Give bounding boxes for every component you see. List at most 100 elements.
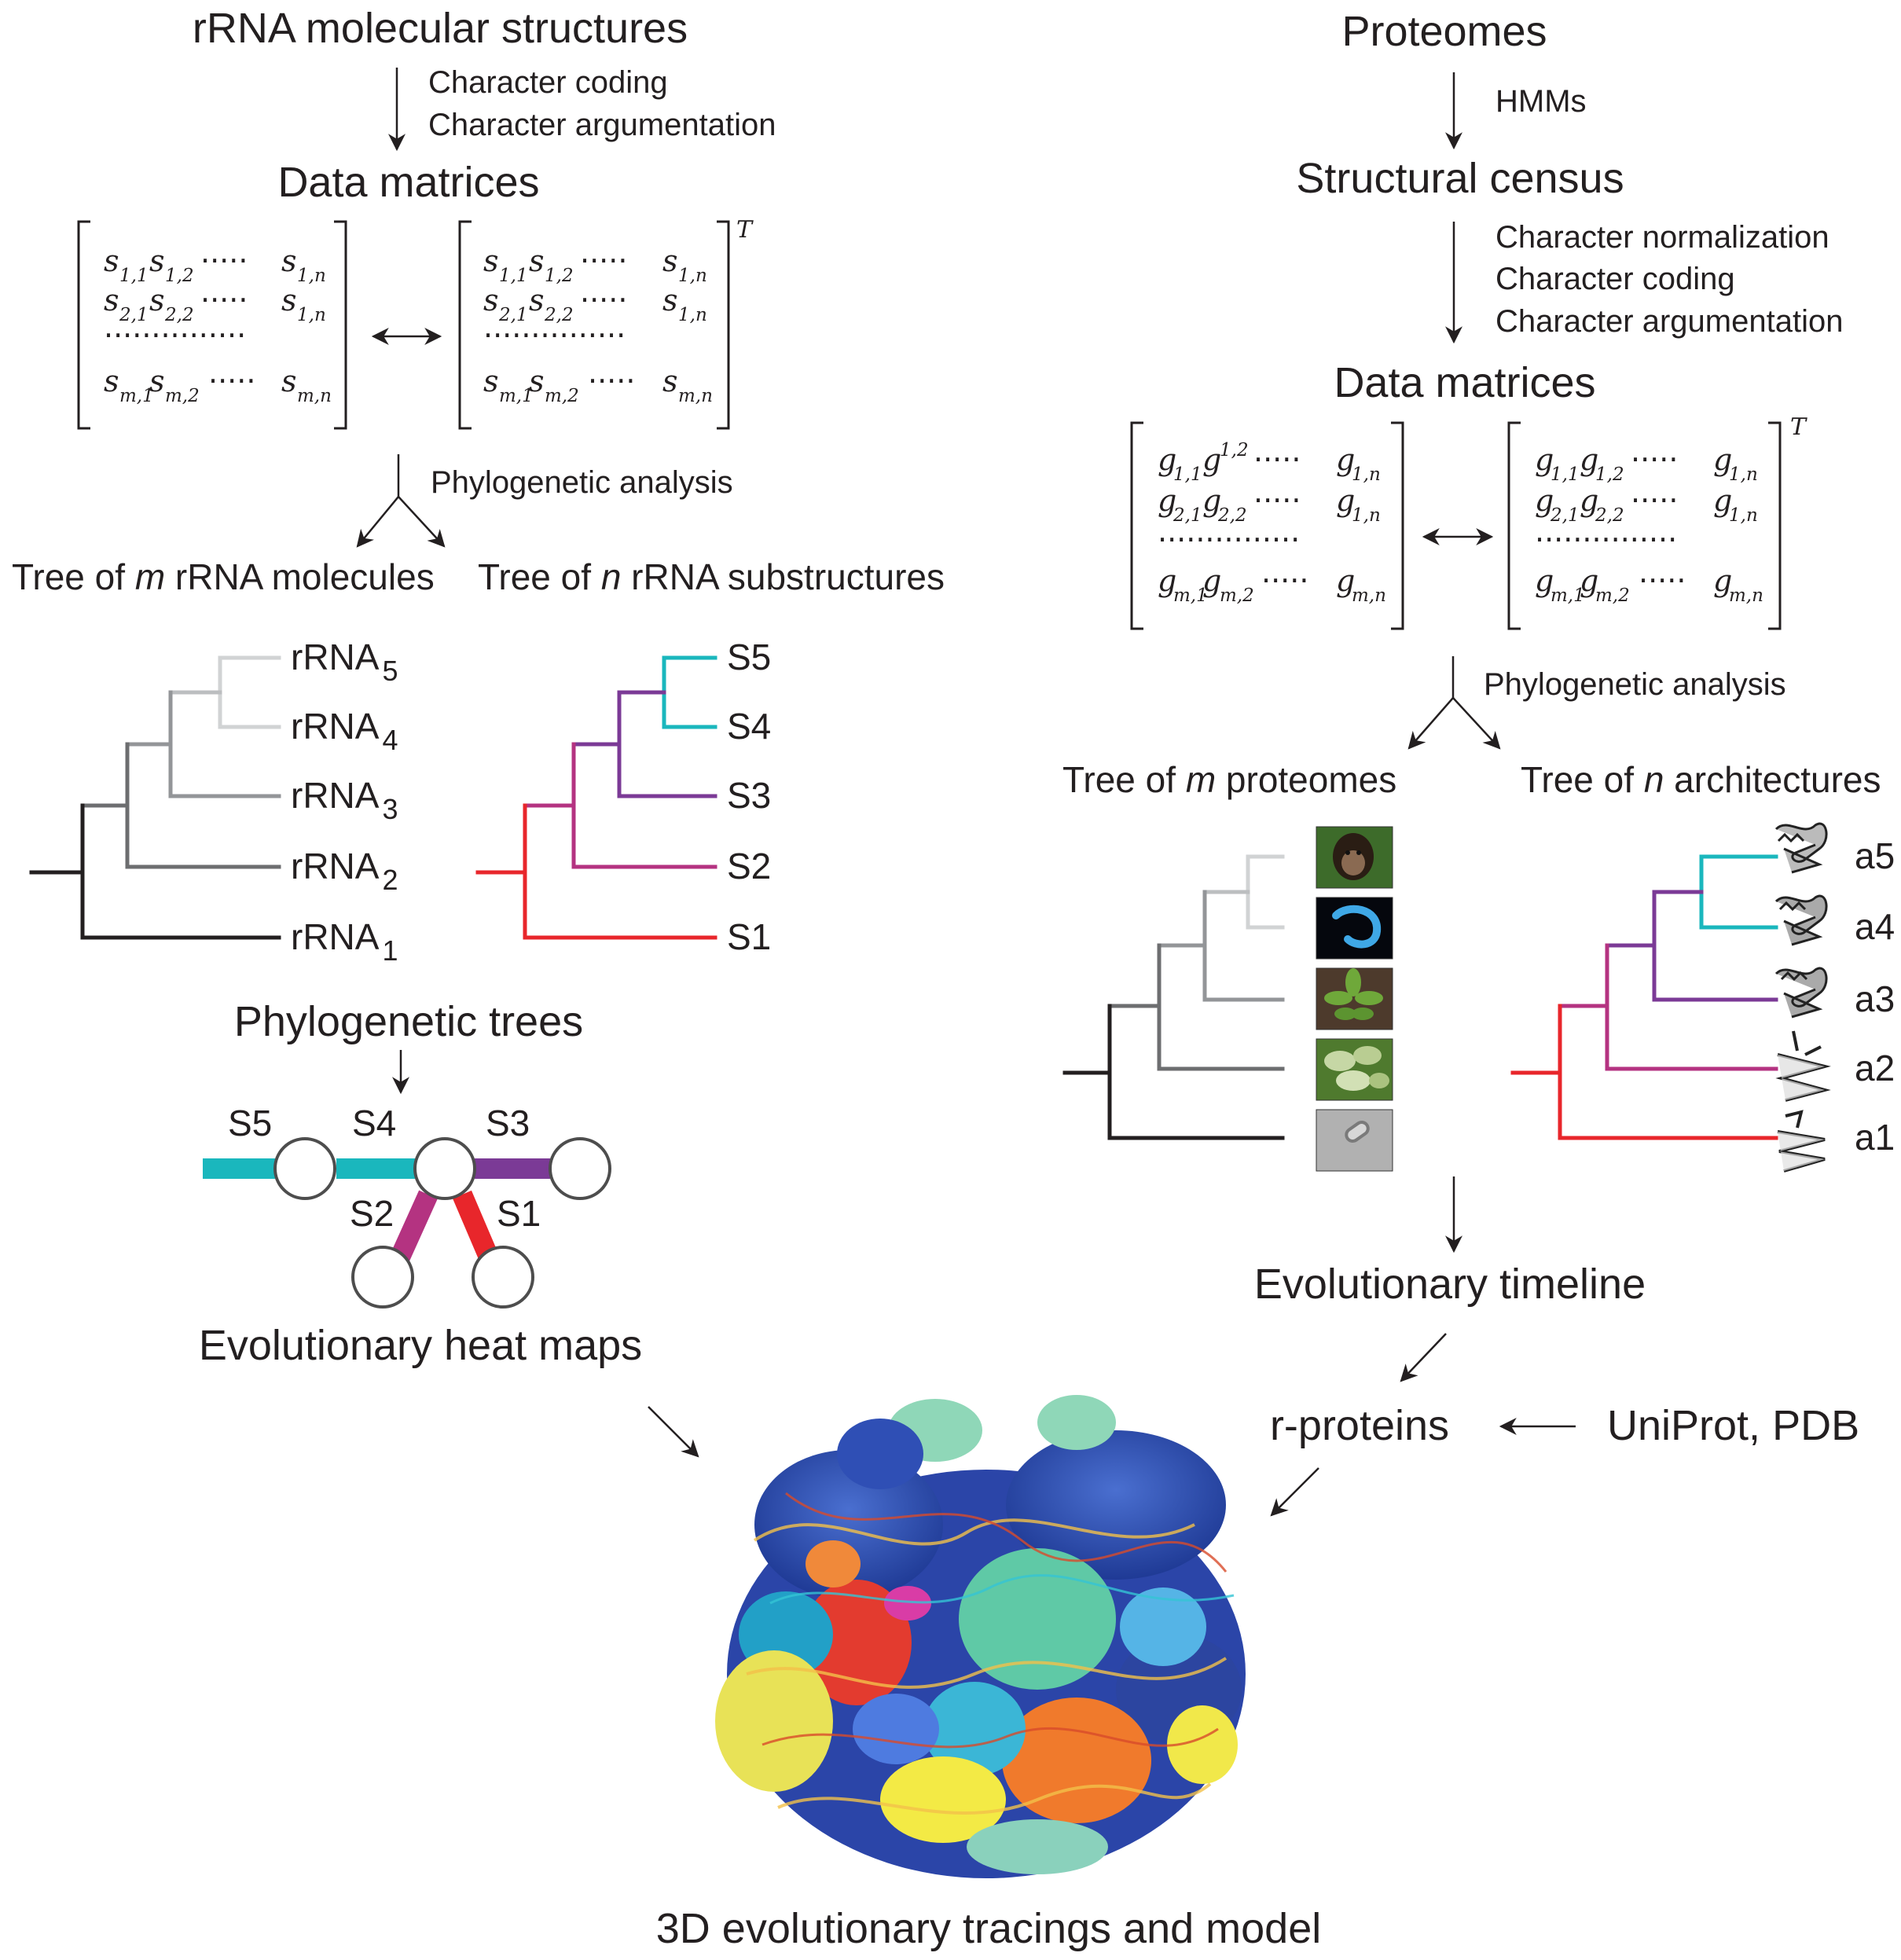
matrix-entry: g [1580,563,1598,598]
right-data-matrices-title: Data matrices [1334,359,1595,406]
rrna-substructure-tree [475,655,717,940]
leaf-s5: S5 [727,637,771,677]
matrix-entry: s [104,283,119,317]
worm-icon [1316,897,1393,960]
matrix-entry: s [281,364,297,398]
matrix-entry: g [1202,442,1221,477]
arrow-timeline-to-rproteins [1400,1333,1447,1382]
matrix-subscript: 1,1 [119,266,149,286]
leaf-rrna-4: rRNA 4 [291,706,398,756]
organism-thumbnails [1316,826,1393,1172]
step-character-argumentation: Character argumentation [428,108,776,142]
matrix-dots: ····· [208,364,255,398]
heatmap-label-s5: S5 [228,1103,272,1143]
leaf-s4: S4 [727,706,771,747]
leaf-rrna-5: rRNA 5 [291,637,398,687]
rrna-molecule-tree [29,655,281,940]
matrix-entry: g [1713,563,1732,598]
matrix-entry: s [104,364,119,398]
matrix-subscript: m,1 [1173,585,1208,606]
matrix-entry: s [483,364,499,398]
rrna-title: rRNA molecular structures [193,5,688,52]
matrix-entry: s [529,244,545,278]
proteomes-title: Proteomes [1341,8,1547,55]
uniprot-pdb-label: UniProt, PDB [1607,1402,1859,1449]
heatmap-node [273,1137,336,1200]
matrix-subscript: 1,n [1352,505,1381,526]
protein-ribbon-icon [1777,1110,1826,1173]
matrix-entry: s [281,283,297,317]
heatmap-node [351,1246,414,1309]
matrix-subscript: m,n [1352,585,1386,606]
heatmap-labels: S5 S4 S3 S2 S1 [228,1103,541,1234]
matrix-entry: g [1202,563,1221,598]
matrix-subscript: m,1 [119,386,154,406]
protein-ribbon-icon [1775,1030,1831,1102]
evolutionary-heat-maps-title: Evolutionary heat maps [199,1322,642,1369]
matrix-subscript: 1,n [678,266,707,286]
protein-architecture-icons [1774,822,1831,1173]
leaf-a2: a2 [1855,1048,1895,1088]
transpose-mark: T [1790,413,1807,441]
leaf-a3: a3 [1855,978,1895,1019]
transpose-mark: T [736,216,754,244]
matrix-subscript: 1,2 [1220,440,1249,461]
protein-ribbon-icon [1774,822,1828,874]
matrix-subscript: 1,2 [1595,464,1624,485]
tree-of-rrna-substructures-title: Tree of n rRNA substructures [478,556,945,597]
matrix-dots: ····· [1261,563,1308,598]
heatmap-label-s4: S4 [352,1103,396,1143]
evolutionary-timeline-title: Evolutionary timeline [1254,1261,1646,1308]
matrix-dots: ····· [580,244,627,278]
step-character-coding-right: Character coding [1495,262,1735,296]
heatmap-node [472,1246,534,1309]
matrix-subscript: 1,n [297,266,326,286]
left-data-matrices-title: Data matrices [277,159,539,206]
matrix-entry: s [662,364,678,398]
right-fork-arrows [1407,656,1501,750]
tree-of-proteomes-title: Tree of m proteomes [1062,759,1396,800]
matrix-subscript: 2,2 [164,305,194,325]
left-analysis-label: Phylogenetic analysis [431,465,733,500]
matrix-entry: g [1580,442,1598,477]
matrix-entry: g [1535,563,1554,598]
matrix-subscript: 2,1 [1550,505,1580,526]
matrix-dots: ····· [1631,442,1678,477]
left-fork-arrows [356,454,446,548]
matrix-entry: s [529,283,545,317]
matrix-subscript: 1,n [297,305,326,325]
matrix-dots: ····· [1639,563,1686,598]
matrix-entry: g [1336,563,1355,598]
leaf-rrna-3: rRNA 3 [291,775,398,825]
architecture-leaf-labels: a5 a4 a3 a2 a1 [1855,835,1895,1158]
matrix-entry: g [1202,483,1221,518]
leaf-s3: S3 [727,775,771,816]
matrix-dots: ····· [1253,483,1301,518]
matrix-subscript: 2,1 [1173,505,1202,526]
evolutionary-heat-map-graph [203,1137,611,1309]
substructure-leaf-labels: S5 S4 S3 S2 S1 [727,637,771,957]
matrix-subscript: m,2 [1220,585,1254,606]
matrix-subscript: 1,1 [1173,464,1202,485]
matrix-entry: s [149,364,165,398]
matrix-dots: ··············· [104,318,246,353]
right-analysis-label: Phylogenetic analysis [1484,667,1786,702]
rrna-leaf-labels: rRNA 5 rRNA 4 rRNA 3 rRNA 2 rRNA 1 [291,637,398,967]
matrix-subscript: 1,2 [165,266,194,286]
matrix-subscript: m,n [297,386,332,406]
arrow-rproteins-to-model [1270,1467,1319,1517]
hmm-label: HMMs [1495,84,1587,119]
matrix-subscript: m,2 [165,386,200,406]
arrow-heatmap-to-model [648,1406,699,1458]
matrix-entry: s [529,364,545,398]
matrix-subscript: 2,1 [119,305,149,325]
matrix-entry: g [1336,442,1355,477]
chimpanzee-icon [1316,826,1393,889]
phylogenetic-trees-title: Phylogenetic trees [234,998,583,1045]
matrix-entry: s [149,283,165,317]
heatmap-node [413,1137,476,1200]
matrix-subscript: m,1 [1551,585,1585,606]
tree-of-rrna-molecules-title: Tree of m rRNA molecules [12,556,435,597]
proteome-tree [1062,854,1285,1140]
